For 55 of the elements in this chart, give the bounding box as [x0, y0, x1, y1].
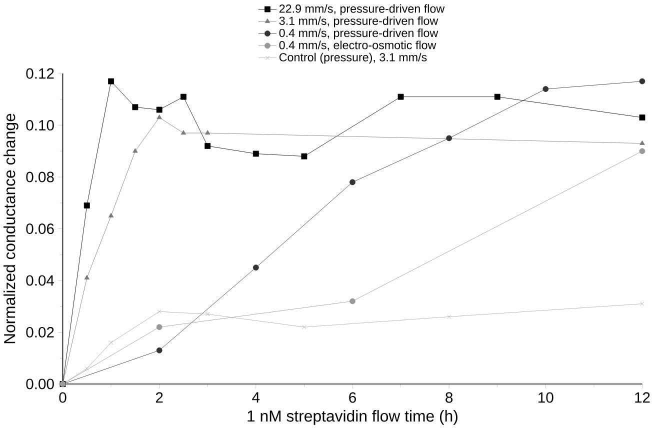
x-tick-label: 8	[446, 392, 453, 403]
point	[446, 314, 452, 319]
point	[156, 324, 162, 330]
point	[252, 150, 259, 157]
point	[132, 104, 138, 110]
y-axis-title: Normalized conductance change	[4, 114, 18, 343]
legend-label: 0.4 mm/s, pressure-driven flow	[279, 28, 438, 40]
point	[180, 130, 186, 134]
point	[108, 340, 114, 345]
point	[350, 298, 356, 304]
point	[156, 114, 162, 119]
point	[252, 264, 259, 270]
point	[640, 140, 645, 145]
point	[156, 347, 162, 354]
legend-label: 22.9 mm/s, pressure-driven flow	[279, 4, 445, 15]
point	[639, 114, 646, 120]
point	[204, 142, 211, 149]
legend-label: Control (pressure), 3.1 mm/s	[279, 52, 427, 64]
point	[84, 274, 90, 280]
point	[205, 312, 210, 316]
point	[108, 212, 114, 218]
point	[494, 94, 500, 100]
legend-label: 3.1 mm/s, pressure-driven flow	[279, 16, 438, 28]
point	[640, 301, 644, 306]
point	[639, 78, 646, 84]
legend-label: 0.4 mm/s, electro-osmotic flow	[279, 40, 436, 50]
point	[398, 94, 404, 100]
x-tick-label: 12	[635, 392, 650, 402]
point	[205, 130, 210, 134]
point	[302, 324, 306, 330]
y-tick-label: 0.10	[26, 120, 54, 130]
x-axis-title: 1 nM streptavidin flow time (h)	[248, 410, 458, 425]
x-tick-label: 10	[538, 392, 554, 403]
point	[108, 78, 114, 84]
point	[84, 366, 90, 370]
point	[542, 86, 549, 92]
x-tick-label: 0	[59, 392, 66, 403]
point	[639, 148, 646, 154]
point	[301, 153, 308, 160]
y-tick-label: 0.02	[26, 326, 54, 338]
point	[180, 94, 186, 100]
y-tick-label: 0.12	[26, 68, 54, 79]
x-tick-label: 6	[349, 392, 356, 403]
point	[132, 148, 138, 153]
point	[84, 202, 90, 208]
point	[350, 179, 356, 185]
point	[157, 309, 162, 314]
point	[446, 135, 452, 141]
y-tick-label: 0.04	[26, 275, 54, 286]
x-tick-label: 4	[252, 392, 260, 402]
x-tick-label: 2	[156, 392, 163, 402]
point	[156, 106, 162, 113]
y-tick-label: 0.08	[26, 172, 54, 182]
y-tick-label: 0.00	[26, 378, 54, 390]
y-tick-label: 0.06	[26, 223, 54, 234]
